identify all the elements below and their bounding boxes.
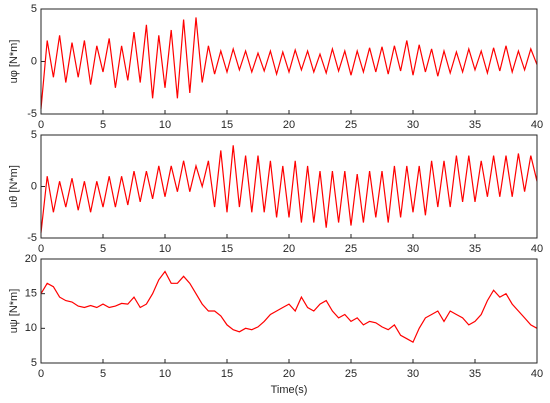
x-tick-label: 15 — [221, 119, 233, 131]
x-tick-label: 20 — [283, 243, 295, 255]
y-axis-label: uφ [N*m] — [8, 40, 20, 84]
x-tick-label: 25 — [345, 243, 357, 255]
line-series — [40, 270, 538, 344]
y-tick-label: 15 — [25, 288, 37, 300]
x-tick-label: 0 — [38, 243, 44, 255]
x-tick-label: 40 — [531, 119, 543, 131]
x-tick-label: 20 — [283, 119, 295, 131]
y-tick-label: 10 — [25, 322, 37, 334]
y-tick-label: -5 — [27, 108, 37, 120]
line-series — [40, 145, 538, 233]
x-tick-label: 25 — [345, 119, 357, 131]
y-tick-label: 0 — [31, 55, 37, 67]
x-tick-label: 35 — [469, 119, 481, 131]
x-tick-label: 15 — [221, 243, 233, 255]
line-series — [40, 17, 538, 109]
y-tick-label: 0 — [31, 180, 37, 192]
x-axis-label: Time(s) — [271, 384, 308, 396]
y-tick-label: -5 — [27, 232, 37, 244]
plot-frame — [40, 258, 538, 364]
x-tick-label: 5 — [100, 368, 106, 380]
x-tick-label: 15 — [221, 368, 233, 380]
x-tick-label: 5 — [100, 243, 106, 255]
x-tick-label: 20 — [283, 368, 295, 380]
x-tick-label: 35 — [469, 368, 481, 380]
y-tick-label: 5 — [31, 357, 37, 369]
x-tick-label: 10 — [159, 243, 171, 255]
x-tick-label: 10 — [159, 119, 171, 131]
y-axis-label: uθ [N*m] — [8, 165, 20, 208]
x-tick-label: 40 — [531, 368, 543, 380]
x-tick-label: 5 — [100, 119, 106, 131]
x-tick-label: 10 — [159, 368, 171, 380]
plot-frame — [40, 134, 538, 239]
x-tick-label: 40 — [531, 243, 543, 255]
y-axis-label: uψ [N*m] — [8, 289, 20, 334]
y-tick-label: 5 — [31, 3, 37, 15]
x-tick-label: 0 — [38, 368, 44, 380]
y-tick-label: 20 — [25, 253, 37, 265]
y-tick-label: 5 — [31, 129, 37, 141]
x-tick-label: 30 — [407, 243, 419, 255]
x-tick-label: 35 — [469, 243, 481, 255]
x-tick-label: 30 — [407, 119, 419, 131]
x-tick-label: 30 — [407, 368, 419, 380]
plot-frame — [40, 8, 538, 115]
x-tick-label: 25 — [345, 368, 357, 380]
x-tick-label: 0 — [38, 119, 44, 131]
